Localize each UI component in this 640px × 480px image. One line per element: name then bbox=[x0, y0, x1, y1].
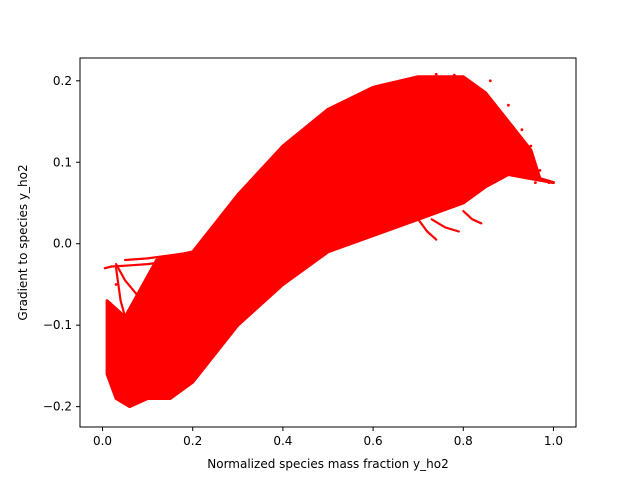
data-point bbox=[452, 73, 456, 77]
axes-frame bbox=[79, 57, 577, 428]
data-point bbox=[488, 79, 492, 83]
x-axis-label: Normalized species mass fraction y_ho2 bbox=[207, 457, 448, 471]
y-axis-label: Gradient to species y_ho2 bbox=[16, 164, 30, 320]
point-streak-6 bbox=[417, 218, 438, 241]
x-tick-label: 0.0 bbox=[93, 434, 112, 448]
point-streak-1 bbox=[124, 250, 203, 262]
data-point bbox=[520, 128, 524, 132]
point-streak-2 bbox=[115, 263, 158, 307]
point-streak-5 bbox=[272, 258, 316, 266]
y-tick-label: −0.2 bbox=[43, 400, 72, 414]
point-streak-3 bbox=[115, 267, 127, 319]
y-tick-label: 0.0 bbox=[53, 237, 72, 251]
data-point bbox=[114, 283, 118, 286]
x-tick-label: 1.0 bbox=[544, 434, 563, 448]
data-point bbox=[119, 348, 122, 351]
axes-layer: 0.0 0.2 0.4 0.6 0.8 1.0 −0.2 −0.1 0.0 0.1 0.2 bbox=[43, 57, 577, 448]
point-streak-0 bbox=[103, 260, 167, 270]
y-tick-label: 0.1 bbox=[53, 155, 72, 169]
x-tick-label: 0.6 bbox=[364, 434, 383, 448]
point-streak-8 bbox=[462, 210, 483, 225]
data-point bbox=[507, 103, 510, 107]
y-tick-label: −0.1 bbox=[43, 318, 72, 332]
plot-layer bbox=[103, 72, 555, 409]
x-tick-label: 0.2 bbox=[183, 434, 202, 448]
point-streak-7 bbox=[430, 218, 460, 233]
x-tick-label: 0.8 bbox=[454, 434, 473, 448]
data-point bbox=[308, 262, 312, 266]
data-point bbox=[116, 315, 120, 319]
x-tick-label: 0.4 bbox=[273, 434, 292, 448]
point-cloud-region bbox=[105, 75, 555, 409]
data-point bbox=[290, 266, 294, 270]
point-streak-4 bbox=[146, 283, 176, 298]
data-point bbox=[434, 72, 438, 76]
data-point bbox=[534, 181, 537, 185]
y-tick-label: 0.2 bbox=[53, 74, 72, 88]
data-point bbox=[547, 181, 551, 185]
data-point bbox=[538, 169, 542, 172]
data-point bbox=[529, 144, 533, 148]
